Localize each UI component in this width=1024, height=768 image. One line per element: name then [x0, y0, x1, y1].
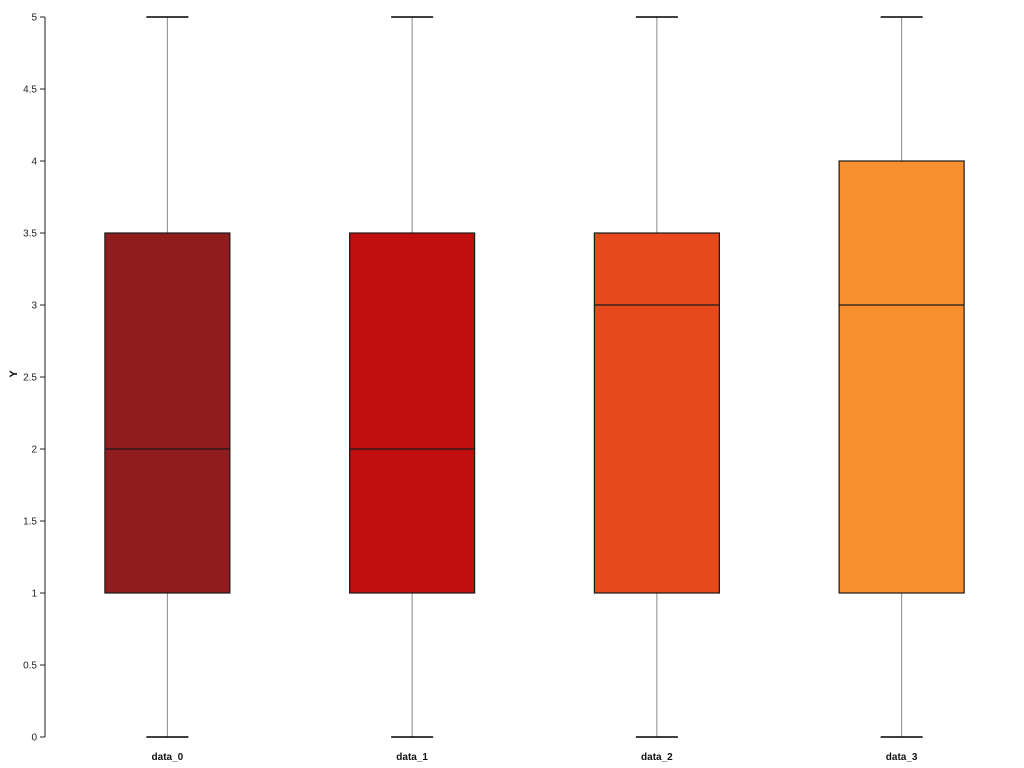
boxplot-box [104, 232, 231, 594]
y-tick-label: 2 [31, 445, 37, 456]
y-tick-label: 3.5 [23, 229, 37, 240]
boxplot-box [593, 232, 720, 594]
category-label: data_1 [396, 752, 428, 763]
boxplot-box [349, 232, 476, 594]
category-label: data_3 [886, 752, 918, 763]
y-tick-label: 3 [31, 301, 37, 312]
category-label: data_0 [152, 752, 184, 763]
boxplot-box [838, 160, 965, 594]
y-tick-label: 1.5 [23, 517, 37, 528]
y-tick-label: 5 [31, 13, 37, 24]
y-tick-label: 4 [31, 157, 37, 168]
y-axis-title: Y [8, 370, 20, 378]
y-tick-label: 1 [31, 589, 37, 600]
y-tick-label: 2.5 [23, 373, 37, 384]
y-tick-label: 0.5 [23, 661, 37, 672]
y-tick-label: 4.5 [23, 85, 37, 96]
category-label: data_2 [641, 752, 673, 763]
y-tick-label: 0 [31, 733, 37, 744]
